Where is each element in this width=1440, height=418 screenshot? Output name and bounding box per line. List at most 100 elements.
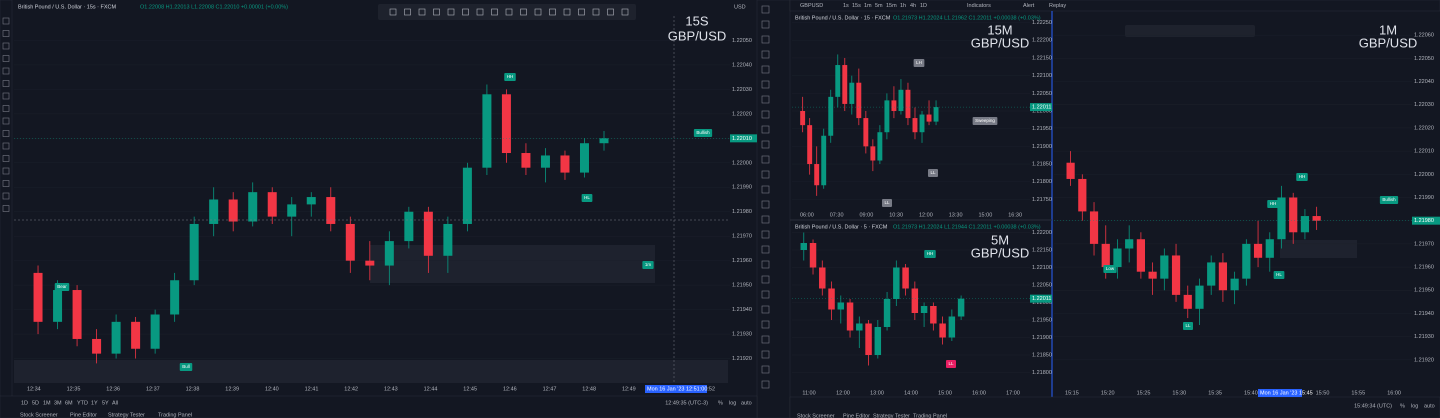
draw-icon[interactable] <box>549 8 556 16</box>
tool-icon[interactable] <box>761 305 770 314</box>
tool-icon[interactable] <box>761 125 770 134</box>
range-button[interactable]: 1D <box>21 400 28 406</box>
range-button[interactable]: 6M <box>65 400 73 406</box>
tool-icon[interactable] <box>2 142 10 150</box>
bottom-tab[interactable]: Trading Panel <box>913 413 947 418</box>
draw-icon[interactable] <box>389 8 397 16</box>
tool-icon[interactable] <box>761 185 770 194</box>
bottom-tab[interactable]: Strategy Tester <box>108 412 145 418</box>
tool-icon[interactable] <box>761 50 770 59</box>
draw-icon[interactable] <box>433 8 440 16</box>
bottom-tab[interactable]: Strategy Tester <box>873 413 910 418</box>
tool-icon[interactable] <box>761 365 770 374</box>
tool-icon[interactable] <box>761 290 770 299</box>
interval[interactable]: 1m <box>864 3 872 9</box>
tool-icon[interactable] <box>761 35 770 44</box>
draw-icon[interactable] <box>520 8 527 16</box>
tool-icon[interactable] <box>761 215 770 224</box>
draw-icon[interactable] <box>418 8 426 16</box>
tool-icon[interactable] <box>761 320 770 329</box>
tool-icon[interactable] <box>2 105 10 112</box>
bottom-tab[interactable]: Trading Panel <box>158 412 192 418</box>
scale-option[interactable]: log <box>729 400 736 406</box>
range-button[interactable]: 1M <box>43 400 51 406</box>
draw-icon[interactable] <box>447 8 455 16</box>
tool-icon[interactable] <box>761 20 770 29</box>
draw-icon[interactable] <box>404 8 411 16</box>
tool-icon[interactable] <box>761 5 770 14</box>
note-label: HH <box>507 74 514 79</box>
bottom-tab[interactable]: Pine Editor <box>843 413 870 418</box>
bottom-tab[interactable]: Pine Editor <box>70 412 97 418</box>
interval[interactable]: 5m <box>875 3 883 9</box>
draw-icon[interactable] <box>476 8 484 16</box>
tool-icon[interactable] <box>761 275 770 284</box>
tool-icon[interactable] <box>2 55 10 62</box>
scale-option[interactable]: auto <box>741 400 752 406</box>
tool-icon[interactable] <box>761 200 770 209</box>
tool-icon[interactable] <box>761 95 770 104</box>
tool-icon[interactable] <box>2 80 10 87</box>
replay-button[interactable]: Replay <box>1049 3 1066 9</box>
interval[interactable]: 15m <box>886 3 897 9</box>
interval[interactable]: 15s <box>852 3 861 9</box>
tool-icon[interactable] <box>2 42 10 50</box>
draw-icon[interactable] <box>505 8 513 16</box>
draw-icon[interactable] <box>592 8 600 16</box>
cursor-time-box <box>645 385 707 393</box>
tool-icon[interactable] <box>2 192 10 200</box>
symbol[interactable]: GBPUSD <box>800 3 823 9</box>
range-button[interactable]: YTD <box>77 400 88 406</box>
tool-icon[interactable] <box>761 170 770 179</box>
range-button[interactable]: 1Y <box>91 400 98 406</box>
tool-icon[interactable] <box>761 260 770 269</box>
tool-icon[interactable] <box>761 245 770 254</box>
tool-icon[interactable] <box>2 155 10 162</box>
draw-icon[interactable] <box>621 8 629 16</box>
candle-body <box>540 155 550 168</box>
tool-icon[interactable] <box>761 65 770 74</box>
draw-icon[interactable] <box>607 8 614 16</box>
range-button[interactable]: 3M <box>54 400 62 406</box>
range-button[interactable]: 5Y <box>102 400 109 406</box>
tool-icon[interactable] <box>2 17 10 25</box>
scale-option[interactable]: % <box>1400 403 1405 409</box>
tool-icon[interactable] <box>2 167 10 175</box>
tool-icon[interactable] <box>2 205 10 212</box>
bottom-tab[interactable]: Stock Screener <box>797 413 835 418</box>
draw-icon[interactable] <box>563 8 571 16</box>
scale-option[interactable]: log <box>1411 403 1418 409</box>
bottom-tab[interactable]: Stock Screener <box>20 412 58 418</box>
range-button[interactable]: All <box>112 400 118 406</box>
interval[interactable]: 1D <box>920 3 927 9</box>
tool-icon[interactable] <box>2 30 10 37</box>
alert-button[interactable]: Alert <box>1023 3 1035 9</box>
drawing-toolbar[interactable] <box>378 4 636 20</box>
tool-icon[interactable] <box>761 230 770 239</box>
draw-icon[interactable] <box>462 8 469 16</box>
scale-option[interactable]: auto <box>1424 403 1435 409</box>
tool-icon[interactable] <box>2 130 10 137</box>
tool-icon[interactable] <box>2 92 10 100</box>
tool-icon[interactable] <box>761 335 770 344</box>
tool-icon[interactable] <box>761 350 770 359</box>
draw-icon[interactable] <box>491 8 498 16</box>
candle-body <box>150 314 160 349</box>
tool-icon[interactable] <box>761 80 770 89</box>
tool-icon[interactable] <box>2 180 10 187</box>
tool-icon[interactable] <box>761 110 770 119</box>
scale-option[interactable]: % <box>718 400 723 406</box>
tool-icon[interactable] <box>2 67 10 75</box>
draw-icon[interactable] <box>578 8 585 16</box>
tool-icon[interactable] <box>2 117 10 125</box>
tool-icon[interactable] <box>761 140 770 149</box>
range-button[interactable]: 5D <box>32 400 39 406</box>
indicators-button[interactable]: Indicators <box>967 3 991 9</box>
interval[interactable]: 1s <box>843 3 849 9</box>
drawing-toolbar[interactable] <box>1125 25 1255 37</box>
tool-icon[interactable] <box>761 380 770 389</box>
interval[interactable]: 1h <box>900 3 906 9</box>
interval[interactable]: 4h <box>910 3 916 9</box>
tool-icon[interactable] <box>761 155 770 164</box>
draw-icon[interactable] <box>534 8 542 16</box>
